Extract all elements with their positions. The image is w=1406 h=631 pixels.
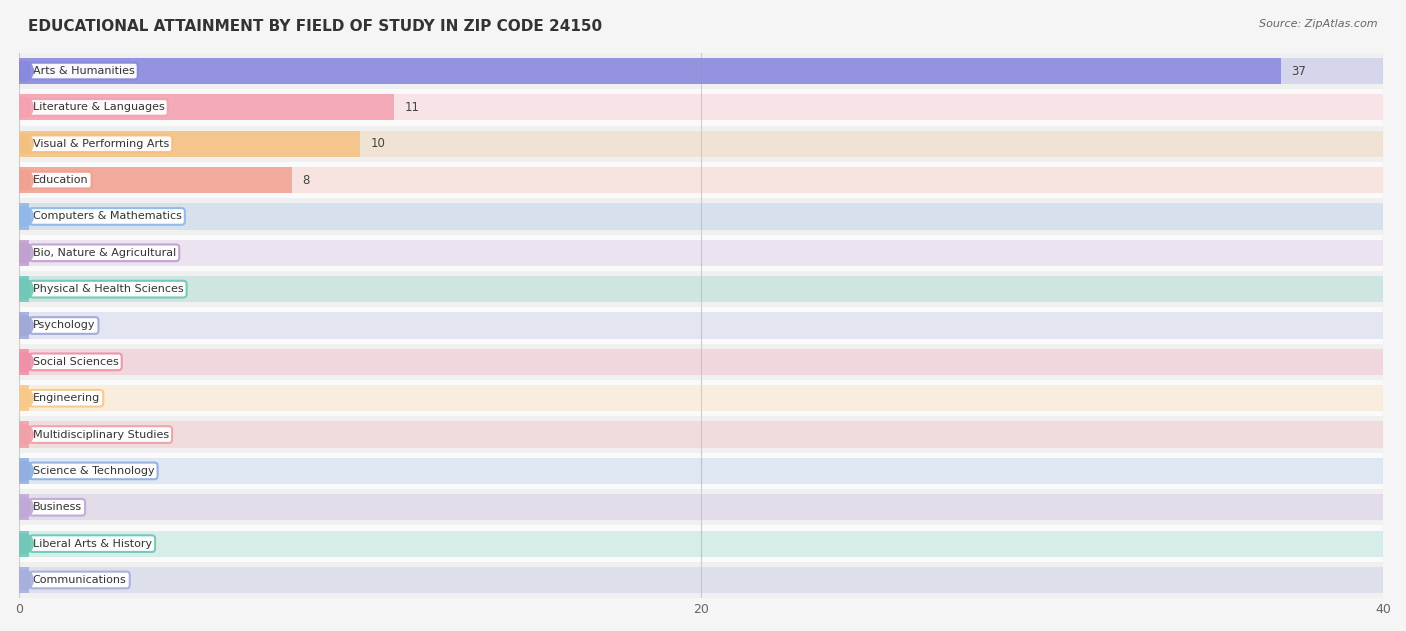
- Bar: [20, 271, 1384, 307]
- Bar: [20, 458, 1384, 484]
- Bar: [20, 531, 30, 557]
- Bar: [20, 203, 1384, 230]
- Bar: [20, 53, 1384, 89]
- Text: Multidisciplinary Studies: Multidisciplinary Studies: [32, 430, 169, 440]
- Bar: [20, 416, 1384, 452]
- Bar: [20, 312, 30, 339]
- Bar: [20, 349, 30, 375]
- Circle shape: [15, 461, 34, 481]
- Bar: [20, 526, 1384, 562]
- Bar: [20, 240, 1384, 266]
- Bar: [20, 126, 1384, 162]
- Circle shape: [15, 534, 34, 553]
- Bar: [20, 567, 1384, 593]
- Text: 0: 0: [39, 574, 46, 586]
- Text: 0: 0: [39, 537, 46, 550]
- Bar: [20, 349, 1384, 375]
- Circle shape: [15, 316, 34, 335]
- Bar: [20, 452, 1384, 489]
- Circle shape: [15, 352, 34, 372]
- Bar: [20, 422, 1384, 447]
- Circle shape: [15, 206, 34, 227]
- Circle shape: [15, 243, 34, 262]
- Text: 0: 0: [39, 501, 46, 514]
- Text: Computers & Mathematics: Computers & Mathematics: [32, 211, 181, 221]
- Text: 10: 10: [370, 137, 385, 150]
- Text: Psychology: Psychology: [32, 321, 96, 331]
- Bar: [20, 58, 1384, 84]
- Text: 0: 0: [39, 428, 46, 441]
- Text: Source: ZipAtlas.com: Source: ZipAtlas.com: [1260, 19, 1378, 29]
- Text: Communications: Communications: [32, 575, 127, 585]
- Bar: [20, 94, 394, 121]
- Bar: [20, 240, 30, 266]
- Bar: [20, 89, 1384, 126]
- Circle shape: [15, 98, 34, 117]
- Circle shape: [15, 497, 34, 517]
- Circle shape: [15, 389, 34, 408]
- Bar: [20, 235, 1384, 271]
- Bar: [20, 167, 292, 193]
- Text: Liberal Arts & History: Liberal Arts & History: [32, 539, 152, 548]
- Text: Literature & Languages: Literature & Languages: [32, 102, 165, 112]
- Bar: [20, 562, 1384, 598]
- Text: Physical & Health Sciences: Physical & Health Sciences: [32, 284, 183, 294]
- Bar: [20, 422, 30, 447]
- Circle shape: [15, 425, 34, 444]
- Text: Education: Education: [32, 175, 89, 185]
- Bar: [20, 276, 1384, 302]
- Text: 37: 37: [1291, 64, 1306, 78]
- Bar: [20, 385, 30, 411]
- Text: 0: 0: [39, 464, 46, 478]
- Bar: [20, 489, 1384, 526]
- Circle shape: [15, 280, 34, 299]
- Text: 0: 0: [39, 283, 46, 296]
- Bar: [20, 567, 30, 593]
- Text: 0: 0: [39, 319, 46, 332]
- Bar: [20, 58, 1281, 84]
- Bar: [20, 531, 1384, 557]
- Circle shape: [15, 570, 34, 590]
- Bar: [20, 312, 1384, 339]
- Text: Social Sciences: Social Sciences: [32, 357, 118, 367]
- Bar: [20, 385, 1384, 411]
- Text: EDUCATIONAL ATTAINMENT BY FIELD OF STUDY IN ZIP CODE 24150: EDUCATIONAL ATTAINMENT BY FIELD OF STUDY…: [28, 19, 602, 34]
- Text: 11: 11: [405, 101, 419, 114]
- Text: Engineering: Engineering: [32, 393, 100, 403]
- Text: 0: 0: [39, 210, 46, 223]
- Bar: [20, 203, 30, 230]
- Text: Arts & Humanities: Arts & Humanities: [32, 66, 135, 76]
- Bar: [20, 494, 30, 521]
- Circle shape: [15, 170, 34, 190]
- Circle shape: [15, 134, 34, 153]
- Bar: [20, 131, 360, 157]
- Bar: [20, 198, 1384, 235]
- Text: 0: 0: [39, 392, 46, 404]
- Bar: [20, 167, 1384, 193]
- Bar: [20, 162, 1384, 198]
- Circle shape: [15, 61, 34, 81]
- Bar: [20, 307, 1384, 344]
- Text: Science & Technology: Science & Technology: [32, 466, 155, 476]
- Text: Visual & Performing Arts: Visual & Performing Arts: [32, 139, 169, 149]
- Text: 8: 8: [302, 174, 309, 187]
- Text: 0: 0: [39, 246, 46, 259]
- Bar: [20, 94, 1384, 121]
- Bar: [20, 494, 1384, 521]
- Text: Bio, Nature & Agricultural: Bio, Nature & Agricultural: [32, 248, 176, 258]
- Bar: [20, 344, 1384, 380]
- Text: 0: 0: [39, 355, 46, 369]
- Bar: [20, 276, 30, 302]
- Bar: [20, 131, 1384, 157]
- Bar: [20, 380, 1384, 416]
- Bar: [20, 458, 30, 484]
- Text: Business: Business: [32, 502, 82, 512]
